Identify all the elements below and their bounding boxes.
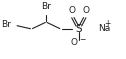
Text: O: O [71,38,78,47]
Text: Na: Na [98,24,110,34]
Text: −: − [79,35,85,44]
Text: O: O [83,6,90,15]
Text: O: O [68,6,75,15]
Text: Br: Br [41,2,51,11]
Text: S: S [75,24,82,34]
Text: +: + [104,19,110,28]
Text: Br: Br [1,20,11,29]
